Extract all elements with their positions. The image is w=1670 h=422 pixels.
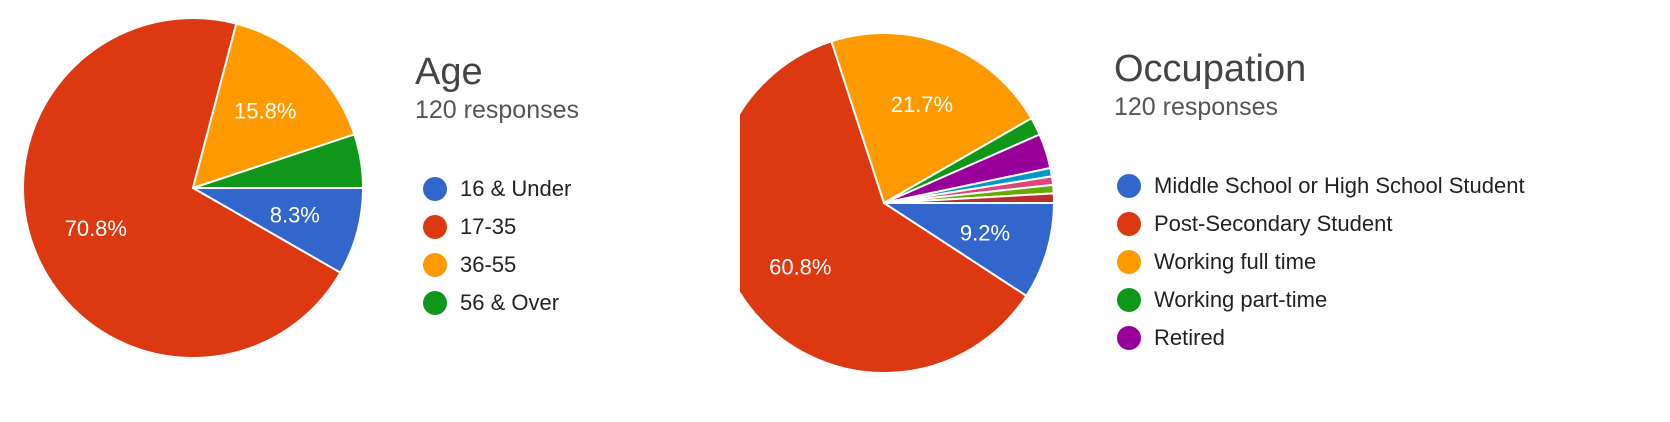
age-slice-17-35[interactable]: [22, 17, 342, 359]
age-slice-16-under[interactable]: [192, 187, 364, 274]
age-chart-panel: 8.3% 70.8% 15.8% Age 120 responses 16 & Un…: [0, 0, 740, 422]
occupation-legend-item[interactable]: Retired: [1117, 319, 1525, 357]
legend-label: 36-55: [460, 252, 517, 277]
occupation-slice-label: 60.8%: [769, 255, 831, 280]
legend-label: Middle School or High School Student: [1154, 173, 1525, 198]
legend-label: 56 & Over: [460, 290, 560, 315]
occupation-legend-item[interactable]: Working full time: [1117, 243, 1525, 281]
age-legend-item[interactable]: 36-55: [423, 246, 571, 284]
age-chart-subtitle: 120 responses: [415, 96, 580, 124]
age-slice-56-over[interactable]: [192, 133, 364, 189]
occupation-chart-panel: 9.2% 60.8% 21.7% Occupation 120 responses …: [740, 0, 1670, 422]
occupation-chart-title: Occupation: [1114, 48, 1307, 90]
occupation-slice-working-full-time[interactable]: [830, 32, 1033, 204]
occupation-chart-subtitle: 120 responses: [1114, 93, 1279, 121]
occupation-slice-label: 9.2%: [960, 221, 1010, 246]
legend-label: Working full time: [1154, 249, 1317, 274]
legend-label: 16 & Under: [460, 176, 572, 201]
age-legend-item[interactable]: 16 & Under: [423, 170, 571, 208]
legend-label: Retired: [1154, 325, 1225, 350]
age-slice-label: 8.3%: [270, 203, 320, 228]
occupation-slice-middle-school-or-high-school-student[interactable]: [883, 202, 1055, 297]
legend-swatch-icon: [1117, 288, 1141, 312]
occupation-legend-item[interactable]: Working part-time: [1117, 281, 1525, 319]
legend-label: 17-35: [460, 214, 517, 239]
occupation-pie-chart: 9.2% 60.8% 21.7%: [740, 32, 1056, 374]
age-legend-item[interactable]: 17-35: [423, 208, 571, 246]
occupation-legend-item[interactable]: Middle School or High School Student: [1117, 167, 1525, 205]
age-legend: 16 & Under 17-35 36-55 56 & Over: [423, 170, 571, 322]
age-pie-chart: 8.3% 70.8% 15.8%: [22, 17, 364, 359]
age-slice-label: 15.8%: [234, 99, 296, 124]
legend-swatch-icon: [423, 177, 447, 201]
age-chart-title: Age: [415, 51, 483, 93]
legend-swatch-icon: [423, 253, 447, 277]
legend-swatch-icon: [1117, 212, 1141, 236]
occupation-slice-label: 21.7%: [891, 92, 953, 117]
legend-label: Post-Secondary Student: [1154, 211, 1393, 236]
occupation-slice-post-secondary-student[interactable]: [740, 40, 1028, 374]
legend-swatch-icon: [1117, 250, 1141, 274]
occupation-legend: Middle School or High School Student Post…: [1117, 167, 1525, 357]
legend-label: Working part-time: [1154, 287, 1328, 312]
legend-swatch-icon: [1117, 174, 1141, 198]
age-legend-item[interactable]: 56 & Over: [423, 284, 571, 322]
legend-swatch-icon: [423, 215, 447, 239]
occupation-slice-unlabeled-8[interactable]: [883, 192, 1056, 204]
age-slice-label: 70.8%: [65, 216, 127, 241]
legend-swatch-icon: [1117, 326, 1141, 350]
legend-swatch-icon: [423, 291, 447, 315]
occupation-legend-item[interactable]: Post-Secondary Student: [1117, 205, 1525, 243]
